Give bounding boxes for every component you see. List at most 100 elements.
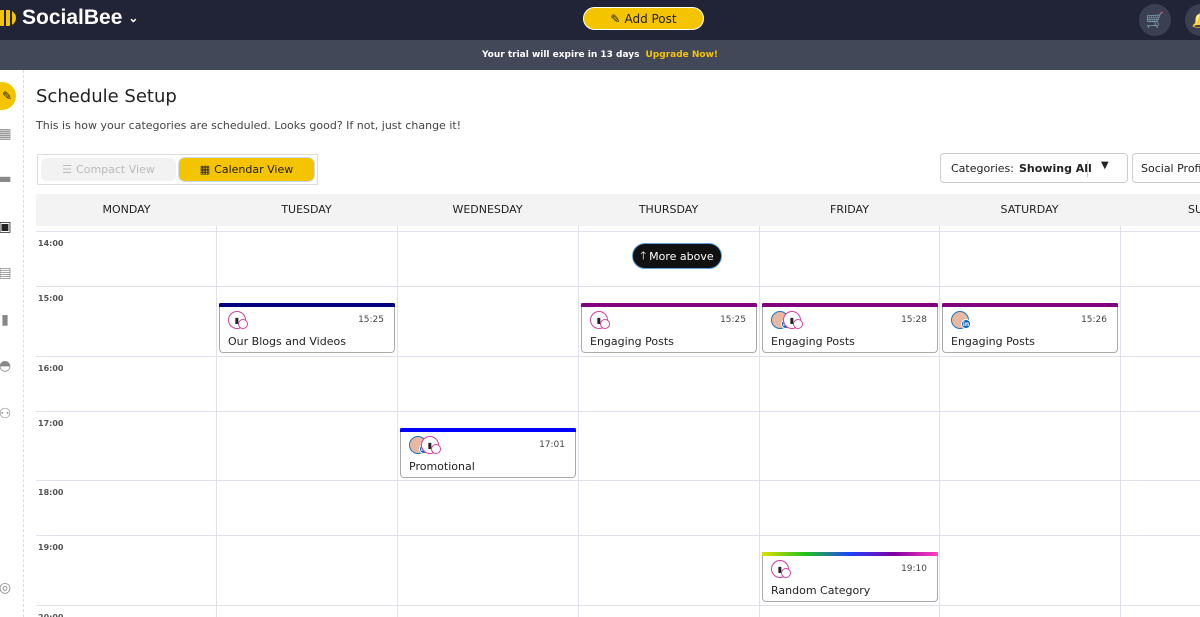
category-name: Engaging Posts	[771, 335, 855, 348]
trial-text: Your trial will expire in 13 days	[481, 50, 640, 60]
row-divider	[36, 605, 1200, 606]
add-post-label: Add Post	[624, 11, 677, 26]
profiles-label: Social Profiles	[1141, 161, 1200, 175]
social-profiles-filter[interactable]: Social Profiles	[1132, 153, 1200, 183]
add-post-button[interactable]: ✎ Add Post	[583, 7, 704, 30]
bell-icon: 🔔	[1192, 11, 1200, 29]
time-label: 14:00	[38, 239, 64, 248]
sidebar-team-icon[interactable]: ⚇	[0, 406, 12, 422]
app-logo[interactable]: SocialBee ⌄	[0, 6, 138, 30]
category-color-bar	[400, 428, 576, 432]
category-name: Random Category	[771, 584, 871, 597]
column-divider	[397, 226, 398, 617]
sidebar: ✎ ▦ ▬ ▣ ▤ ▮ ◓ ⚇ ◎	[0, 70, 24, 617]
post-time: 15:25	[358, 315, 384, 325]
profile-avatars: ▮	[228, 311, 248, 329]
edit-icon: ✎	[610, 11, 621, 26]
top-bar: SocialBee ⌄ ✎Add Post 🛒 🔔	[0, 0, 1200, 40]
time-label: 15:00	[38, 294, 64, 303]
time-label: 19:00	[38, 543, 64, 552]
calendar-view-label: Calendar View	[214, 163, 294, 176]
compact-view-button[interactable]: ☰ Compact View	[41, 158, 176, 181]
time-label: 18:00	[38, 488, 64, 497]
column-divider	[578, 226, 579, 617]
calendar-header: MONDAY TUESDAY WEDNESDAY THURSDAY FRIDAY SATU…	[36, 194, 1200, 226]
post-time: 19:10	[901, 564, 927, 574]
post-time: 15:28	[901, 315, 927, 325]
bee-icon	[0, 10, 16, 26]
cart-button[interactable]: 🛒	[1139, 4, 1171, 36]
upgrade-link[interactable]: Upgrade Now!	[645, 50, 719, 60]
profile-avatars: ▮	[771, 560, 791, 578]
categories-filter[interactable]: Categories: Showing All ▼	[940, 153, 1128, 183]
post-slot-card[interactable]: in 15:26 Engaging Posts	[942, 303, 1118, 353]
page-title: Schedule Setup	[36, 86, 177, 107]
app-name: SocialBee	[22, 6, 123, 29]
cart-icon: 🛒	[1145, 11, 1165, 29]
row-divider	[36, 411, 1200, 412]
more-above-label: More above	[649, 249, 714, 263]
time-label: 17:00	[38, 419, 64, 428]
calendar-icon: ▦	[199, 163, 211, 176]
compact-view-label: Compact View	[76, 163, 155, 176]
post-time: 15:26	[1081, 315, 1107, 325]
page-subtitle: This is how your categories are schedule…	[36, 119, 462, 132]
sidebar-analytics-icon[interactable]: ▮	[1, 312, 9, 328]
category-color-bar	[219, 303, 395, 307]
categories-label: Categories:	[951, 161, 1014, 175]
post-time: 15:25	[720, 315, 746, 325]
post-slot-card[interactable]: in▮ 15:28 Engaging Posts	[762, 303, 938, 353]
column-divider	[939, 226, 940, 617]
instagram-profile-icon	[431, 444, 441, 454]
category-name: Our Blogs and Videos	[228, 335, 346, 348]
category-name: Promotional	[409, 460, 475, 473]
categories-value: Showing All	[1019, 161, 1092, 175]
day-header: TUESDAY	[281, 203, 332, 216]
trial-banner: Your trial will expire in 13 days Upgrade…	[0, 40, 1200, 70]
list-icon: ☰	[62, 163, 73, 176]
post-time: 17:01	[539, 440, 565, 450]
post-slot-card[interactable]: ▮ 15:25 Engaging Posts	[581, 303, 757, 353]
category-name: Engaging Posts	[951, 335, 1035, 348]
row-divider	[36, 286, 1200, 287]
column-divider	[216, 226, 217, 617]
calendar-view-button[interactable]: ▦ Calendar View	[179, 158, 314, 181]
row-divider	[36, 535, 1200, 536]
post-slot-card[interactable]: ▮ 15:25 Our Blogs and Videos	[219, 303, 395, 353]
column-divider	[1120, 226, 1121, 617]
sidebar-help-icon[interactable]: ◎	[0, 580, 12, 596]
post-slot-card[interactable]: ▮ 19:10 Random Category	[762, 552, 938, 602]
time-label: 20:00	[38, 613, 63, 617]
category-color-bar	[581, 303, 757, 307]
profile-avatars: in▮	[771, 311, 803, 329]
sidebar-calendar-icon[interactable]: ▤	[0, 265, 12, 281]
sidebar-inbox-icon[interactable]: ◓	[0, 358, 12, 374]
day-header: THURSDAY	[638, 203, 699, 216]
profile-avatars: ▮	[590, 311, 610, 329]
column-divider	[759, 226, 760, 617]
category-color-bar	[762, 552, 938, 556]
category-name: Engaging Posts	[590, 335, 674, 348]
sidebar-schedule-icon[interactable]: ▣	[0, 219, 12, 235]
linkedin-profile-icon: in	[961, 319, 971, 329]
post-slot-card[interactable]: in▮ 17:01 Promotional	[400, 428, 576, 478]
more-above-button[interactable]: 🡑 More above	[632, 243, 722, 269]
category-color-bar	[762, 303, 938, 307]
row-divider	[36, 231, 1200, 232]
category-color-bar	[942, 303, 1118, 307]
instagram-profile-icon	[600, 319, 610, 329]
sidebar-dashboard-icon[interactable]: ▦	[0, 126, 12, 142]
instagram-profile-icon	[238, 319, 248, 329]
profile-avatars: in	[951, 311, 971, 329]
notifications-button[interactable]: 🔔	[1185, 4, 1200, 36]
day-header: MONDAY	[102, 203, 151, 216]
time-label: 16:00	[38, 364, 64, 373]
day-header: FRIDAY	[830, 203, 869, 216]
sidebar-compose-icon[interactable]: ✎	[0, 82, 16, 110]
caret-down-icon[interactable]: ▼	[1101, 160, 1109, 171]
instagram-profile-icon	[781, 568, 791, 578]
instagram-profile-icon	[793, 319, 803, 329]
row-divider	[36, 480, 1200, 481]
sidebar-folder-icon[interactable]: ▬	[0, 171, 12, 187]
day-header: WEDNESDAY	[452, 203, 523, 216]
